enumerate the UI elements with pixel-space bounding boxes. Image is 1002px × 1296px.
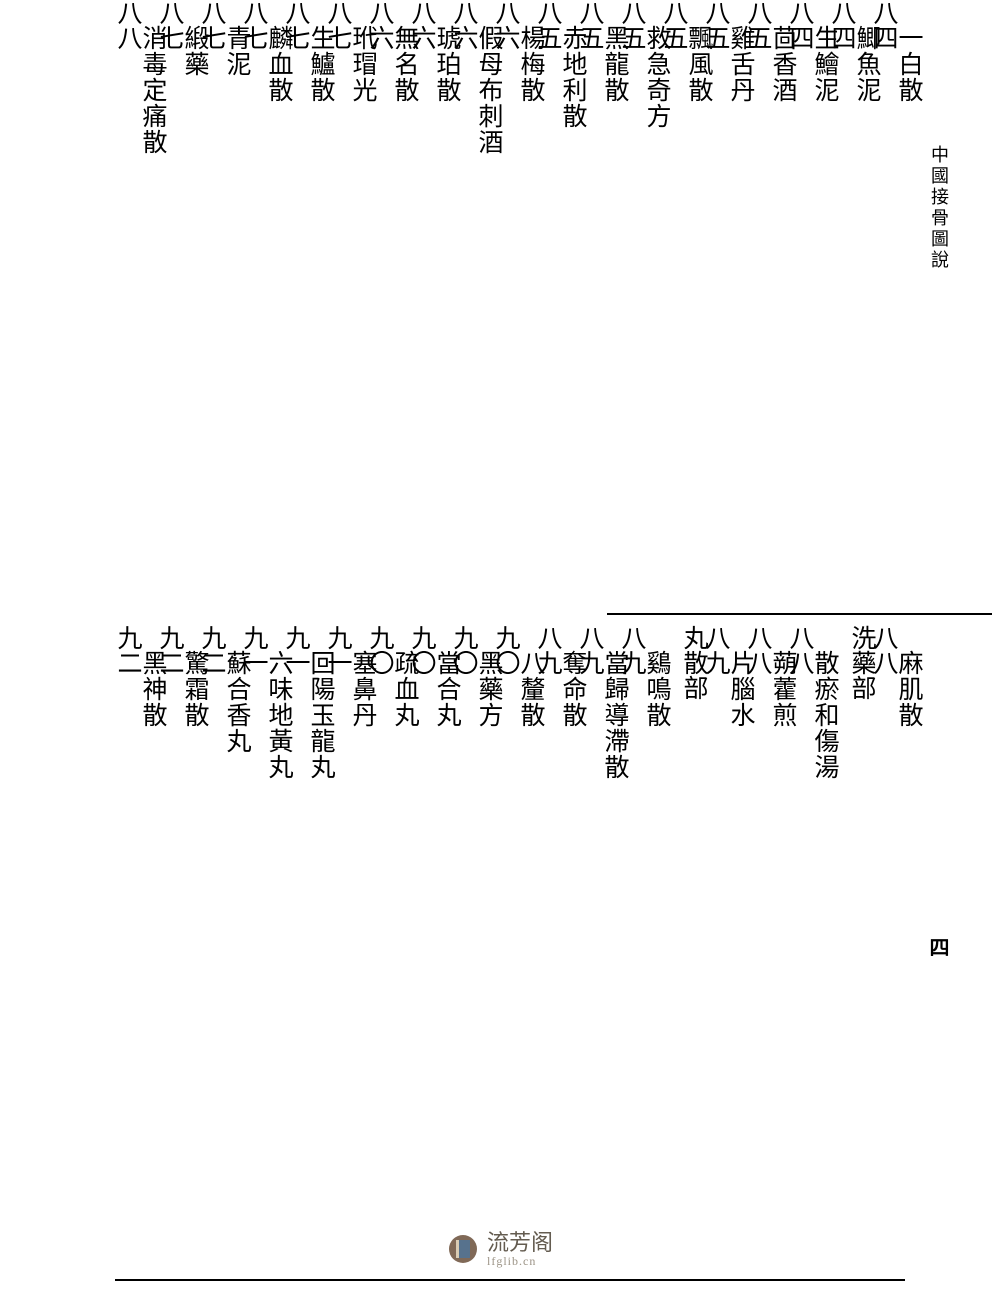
entry-name: 琥珀散 — [434, 25, 459, 480]
toc-entry: 塞鼻丹九一 — [335, 625, 375, 1105]
toc-entry: 鯽魚泥八四 — [839, 0, 879, 480]
entry-name: 雞舌丹 — [728, 25, 753, 480]
entry-page: 八八 — [115, 0, 140, 480]
entry-name: 蘇合香丸 — [224, 650, 249, 1105]
toc-entry: 飄風散八五 — [671, 0, 711, 480]
entry-name: 鷄鳴散 — [644, 650, 669, 1105]
toc-top-block: 一白散八四鯽魚泥八四生鱠泥八四茴香酒八五雞舌丹八五飄風散八五救急奇方八五黑龍散八… — [124, 0, 922, 480]
entry-name: 蒴藿煎 — [770, 650, 795, 1105]
mid-divider — [607, 613, 992, 615]
entry-name: 無名散 — [392, 25, 417, 480]
toc-entry: 當合丸九〇 — [419, 625, 459, 1105]
entry-name: 奪命散 — [560, 650, 585, 1105]
toc-bottom-block: 麻肌散八八洗藥部散瘀和傷湯八八蒴藿煎八八片腦水八九丸散部鷄鳴散八九當歸導滯散八九… — [124, 625, 922, 1105]
entry-name: 一白散 — [896, 25, 921, 480]
toc-entry: 雞舌丹八五 — [713, 0, 753, 480]
entry-name: 麟血散 — [266, 25, 291, 480]
entry-name: 八釐散 — [518, 650, 543, 1105]
toc-entry: 鷄鳴散八九 — [629, 625, 669, 1105]
entry-name: 緞藥 — [182, 25, 207, 480]
toc-entry: 八釐散九〇 — [503, 625, 543, 1105]
toc-entry: 疏血丸九〇 — [377, 625, 417, 1105]
entry-name: 塞鼻丹 — [350, 650, 375, 1105]
bottom-rule — [115, 1279, 905, 1281]
toc-entry: 驚霜散九二 — [167, 625, 207, 1105]
toc-entry: 回陽玉龍丸九一 — [293, 625, 333, 1105]
toc-entry: 黑龍散八五 — [587, 0, 627, 480]
entry-name: 片腦水 — [728, 650, 753, 1105]
watermark: 流芳阁 lfglib.cn — [449, 1231, 553, 1268]
entry-name: 當合丸 — [434, 650, 459, 1105]
entry-name: 黑龍散 — [602, 25, 627, 480]
entry-page: 八九 — [703, 625, 728, 1105]
entry-name: 赤地利散 — [560, 25, 585, 480]
entry-page: 九二 — [115, 625, 140, 1105]
entry-name: 飄風散 — [686, 25, 711, 480]
entry-name: 麻肌散 — [896, 650, 921, 1105]
entry-name: 消毒定痛散 — [140, 25, 165, 480]
book-title-header: 中國接骨圖說 — [926, 145, 952, 271]
toc-entry: 黑神散九二 — [125, 625, 165, 1105]
entry-name: 生鱠泥 — [812, 25, 837, 480]
watermark-title: 流芳阁 — [487, 1231, 553, 1255]
toc-entry: 假母布刺酒八六 — [461, 0, 501, 480]
toc-entry: 黑藥方九〇 — [461, 625, 501, 1105]
entry-name: 六味地黃丸 — [266, 650, 291, 1105]
entry-name: 楊梅散 — [518, 25, 543, 480]
toc-entry: 消毒定痛散八八 — [125, 0, 165, 480]
toc-entry: 蒴藿煎八八 — [755, 625, 795, 1105]
toc-entry: 六味地黃丸九一 — [251, 625, 291, 1105]
toc-entry: 青泥八七 — [209, 0, 249, 480]
toc-entry: 麟血散八七 — [251, 0, 291, 480]
toc-entry: 楊梅散八六 — [503, 0, 543, 480]
entry-name: 當歸導滯散 — [602, 650, 627, 1105]
toc-entry: 玳瑁光八七 — [335, 0, 375, 480]
entry-name: 回陽玉龍丸 — [308, 650, 333, 1105]
entry-name: 散瘀和傷湯 — [812, 650, 837, 1105]
entry-name: 玳瑁光 — [350, 25, 375, 480]
watermark-url: lfglib.cn — [487, 1255, 553, 1268]
book-icon — [449, 1235, 477, 1263]
entry-name: 青泥 — [224, 25, 249, 480]
entry-name: 驚霜散 — [182, 650, 207, 1105]
entry-page: 八八 — [871, 625, 896, 1105]
toc-entry: 當歸導滯散八九 — [587, 625, 627, 1105]
toc-entry: 救急奇方八五 — [629, 0, 669, 480]
entry-name: 疏血丸 — [392, 650, 417, 1105]
entry-name: 鯽魚泥 — [854, 25, 879, 480]
page-number: 四 — [923, 937, 952, 957]
toc-entry: 赤地利散八五 — [545, 0, 585, 480]
entry-name: 假母布刺酒 — [476, 25, 501, 480]
toc-entry: 生鱸散八七 — [293, 0, 333, 480]
toc-entry: 散瘀和傷湯八八 — [797, 625, 837, 1105]
toc-entry: 生鱠泥八四 — [797, 0, 837, 480]
toc-entry: 茴香酒八五 — [755, 0, 795, 480]
entry-name: 茴香酒 — [770, 25, 795, 480]
toc-entry: 無名散八六 — [377, 0, 417, 480]
toc-entry: 奪命散八九 — [545, 625, 585, 1105]
entry-name: 黑藥方 — [476, 650, 501, 1105]
entry-name: 黑神散 — [140, 650, 165, 1105]
toc-entry: 緞藥八七 — [167, 0, 207, 480]
toc-entry: 一白散八四 — [881, 0, 921, 480]
toc-entry: 琥珀散八六 — [419, 0, 459, 480]
entry-name: 救急奇方 — [644, 25, 669, 480]
entry-name: 生鱸散 — [308, 25, 333, 480]
toc-entry: 蘇合香丸九二 — [209, 625, 249, 1105]
toc-entry: 片腦水八九 — [713, 625, 753, 1105]
toc-entry: 麻肌散八八 — [881, 625, 921, 1105]
